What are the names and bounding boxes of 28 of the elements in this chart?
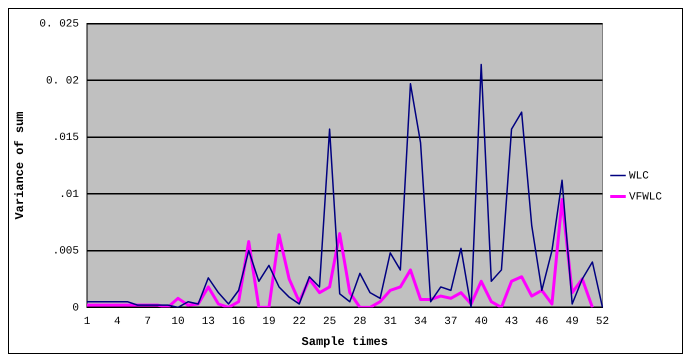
x-tick-label: 37	[444, 316, 458, 328]
y-tick-label: 0. 025	[39, 18, 80, 31]
x-tick-label: 4	[114, 316, 122, 328]
y-tick-label: .005	[52, 246, 80, 258]
x-tick-label: 10	[171, 316, 185, 328]
x-axis-title: Sample times	[302, 334, 388, 349]
x-tick-label: 19	[262, 316, 276, 328]
legend-label: WLC	[628, 170, 650, 182]
y-tick-label: 0. 02	[46, 75, 80, 88]
x-tick-label: 40	[474, 316, 488, 328]
x-tick-label: 25	[322, 316, 336, 328]
x-tick-label: 34	[414, 316, 428, 328]
y-tick-label: 0	[72, 302, 80, 314]
x-tick-label: 31	[384, 316, 398, 328]
x-tick-label: 43	[504, 316, 518, 328]
x-tick-label: 28	[353, 316, 367, 328]
y-tick-label: .015	[52, 132, 80, 144]
x-tick-label: 1	[84, 316, 91, 328]
x-tick-label: 46	[535, 316, 548, 328]
x-tick-label: 7	[144, 316, 151, 328]
x-tick-label: 16	[232, 316, 246, 328]
legend-label: VFWLC	[628, 191, 662, 204]
x-tick-label: 22	[292, 316, 306, 328]
y-axis-title: Variance of sum	[13, 111, 28, 220]
x-tick-label: 49	[566, 316, 579, 328]
y-tick-label: .01	[59, 188, 80, 201]
x-tick-label: 52	[596, 316, 610, 328]
x-tick-label: 13	[202, 316, 215, 328]
